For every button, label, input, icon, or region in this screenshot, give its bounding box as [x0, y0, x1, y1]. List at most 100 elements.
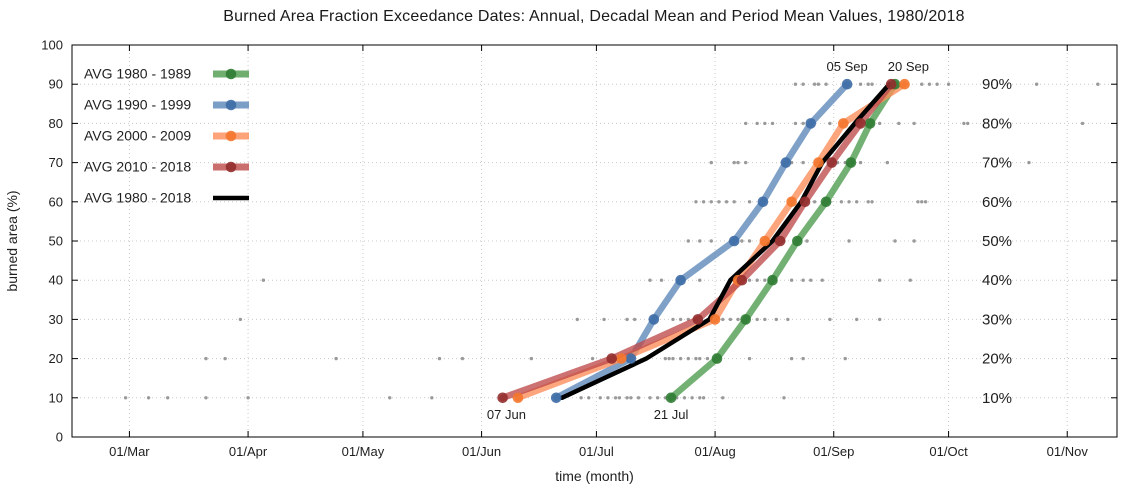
series-marker [805, 118, 817, 129]
annual-value-dot [747, 239, 752, 243]
series-marker [692, 314, 704, 325]
annual-value-dot [801, 82, 805, 86]
annual-value-dot [801, 160, 805, 165]
y-axis-label: burned area (%) [4, 190, 20, 291]
annual-value-dot [1080, 121, 1085, 126]
annual-value-dot [579, 396, 583, 400]
series-marker [774, 235, 786, 247]
y-tick-label: 100 [41, 38, 63, 53]
annual-value-dot [920, 82, 924, 86]
annual-value-dot [732, 160, 736, 165]
x-tick-label: 01/Nov [1047, 444, 1089, 459]
annual-value-dot [843, 356, 847, 361]
annual-value-dot [770, 121, 775, 126]
annual-value-dot [204, 356, 208, 361]
annual-value-dot [847, 239, 851, 243]
annual-value-dot [935, 82, 939, 86]
legend-label: AVG 2000 - 2009 [84, 128, 191, 144]
annual-value-dot [698, 396, 702, 400]
annual-value-dot [786, 317, 790, 322]
annual-value-dot [763, 278, 767, 282]
annual-value-dot [721, 317, 725, 322]
right-percent-label: 50% [982, 233, 1012, 250]
x-tick-label: 01/Jul [579, 444, 614, 459]
annual-value-dot [866, 82, 870, 86]
annual-value-dot [682, 396, 687, 400]
annual-value-dot [747, 200, 752, 204]
annual-value-dot [613, 396, 618, 400]
annual-value-dot [908, 278, 912, 282]
annual-value-dot [839, 200, 844, 204]
x-tick-label: 01/Oct [929, 444, 968, 459]
annual-value-dot [698, 356, 702, 361]
annual-value-dot [858, 160, 863, 165]
legend-swatch-marker [225, 99, 237, 111]
annual-value-dot [897, 121, 901, 126]
series-marker [864, 118, 876, 129]
annual-value-dot [698, 239, 702, 243]
annual-value-dot [678, 317, 683, 322]
annual-value-dot [686, 239, 690, 243]
y-tick-label: 90 [49, 77, 63, 92]
annual-value-dot [774, 317, 779, 322]
annual-value-dot [877, 278, 882, 282]
series-marker [757, 196, 769, 208]
annual-value-dot [732, 200, 736, 204]
x-tick-label: 01/May [342, 444, 385, 459]
annual-value-dot [946, 82, 951, 86]
annual-value-dot [165, 396, 170, 400]
annual-value-dot [709, 160, 713, 165]
annual-value-dot [663, 356, 668, 361]
annual-value-dot [923, 200, 928, 204]
annual-value-dot [632, 317, 637, 322]
annual-value-dot [709, 200, 713, 204]
annual-value-dot [686, 356, 690, 361]
right-percent-label: 40% [982, 272, 1012, 289]
annual-value-dot [146, 396, 151, 400]
annual-value-dot [701, 200, 706, 204]
annual-value-dot [755, 121, 759, 126]
annual-value-dot [705, 356, 710, 361]
annual-value-dot [598, 396, 602, 400]
annual-value-dot [747, 356, 752, 361]
annual-value-dot [648, 396, 652, 400]
series-marker [855, 118, 866, 129]
right-percent-label: 80% [982, 115, 1012, 132]
annual-value-dot [246, 396, 250, 400]
right-percent-label: 10% [982, 390, 1012, 407]
annual-value-dot [721, 396, 725, 400]
series-marker [885, 78, 897, 90]
annual-value-dot [870, 200, 874, 204]
annual-value-dot [801, 356, 805, 361]
annual-value-dot [920, 200, 924, 204]
annual-value-dot [916, 200, 920, 204]
chart-title: Burned Area Fraction Exceedance Dates: A… [223, 8, 965, 25]
annual-value-dot [893, 239, 897, 243]
series-marker [512, 392, 524, 404]
annual-value-dot [659, 278, 664, 282]
annual-value-dot [789, 278, 794, 282]
annual-value-dot [698, 278, 702, 282]
date-annotation: 20 Sep [888, 59, 929, 74]
y-tick-label: 40 [49, 273, 63, 288]
series-marker [711, 353, 723, 364]
annual-value-dot [678, 356, 683, 361]
legend-swatch-marker [225, 68, 237, 80]
date-annotation: 05 Sep [827, 59, 868, 74]
annual-value-dot [855, 200, 859, 204]
right-percent-label: 70% [982, 155, 1012, 172]
annual-value-dot [858, 82, 863, 86]
annual-value-dot [625, 396, 629, 400]
annual-value-dot [755, 317, 759, 322]
legend-label: AVG 1980 - 2018 [84, 190, 191, 206]
annual-value-dot [694, 356, 698, 361]
series-marker [899, 78, 910, 90]
annual-value-dot [962, 121, 966, 126]
x-tick-label: 01/Mar [109, 444, 150, 459]
annual-value-dot [927, 82, 932, 86]
annual-value-dot [430, 396, 434, 400]
annual-value-dot [847, 200, 851, 204]
annual-value-dot [793, 82, 798, 86]
legend-label: AVG 1990 - 1999 [84, 97, 191, 113]
